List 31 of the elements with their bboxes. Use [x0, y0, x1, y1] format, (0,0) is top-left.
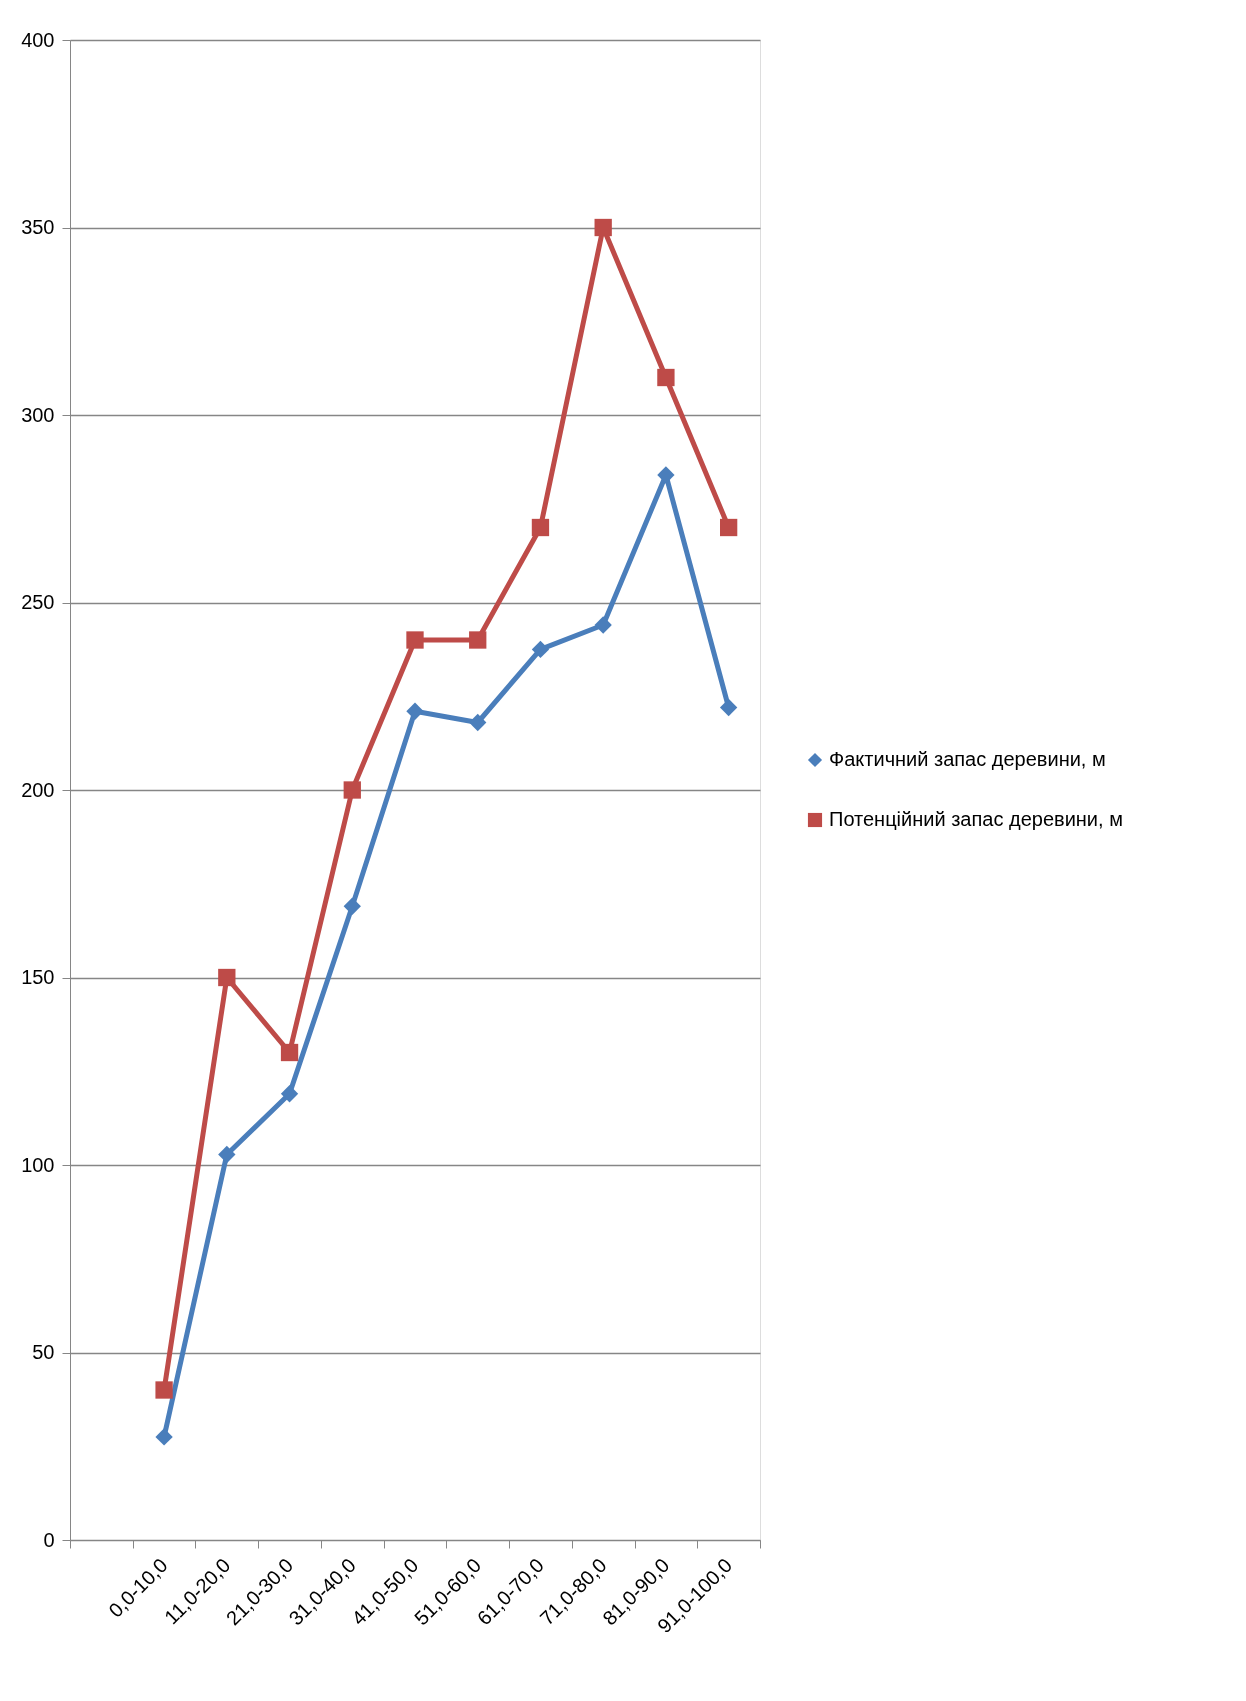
legend-label: Фактичний запас деревини, м — [829, 748, 1106, 770]
point — [218, 1145, 236, 1164]
point — [406, 631, 424, 649]
point — [594, 218, 612, 237]
point — [594, 616, 612, 634]
y-tick-label: 0 — [43, 1528, 55, 1551]
point — [218, 968, 236, 987]
point — [657, 466, 675, 484]
point — [469, 631, 487, 649]
point — [531, 640, 550, 659]
legend-label: Потенційний запас деревини, м — [829, 808, 1123, 830]
point — [155, 1381, 173, 1399]
point — [719, 518, 738, 537]
y-tick-label: 300 — [21, 403, 55, 426]
point — [280, 1085, 299, 1103]
y-tick-label: 350 — [21, 216, 55, 238]
y-tick-label: 50 — [32, 1341, 55, 1363]
y-tick-label: 250 — [21, 591, 55, 613]
point — [280, 1043, 299, 1062]
point — [469, 713, 487, 732]
point — [155, 1428, 173, 1446]
y-tick-label: 400 — [21, 28, 55, 51]
point — [531, 518, 550, 537]
point — [343, 897, 361, 915]
point — [406, 702, 424, 720]
point — [657, 368, 675, 387]
y-tick-label: 200 — [21, 778, 55, 801]
y-tick-label: 150 — [21, 966, 55, 988]
point — [343, 781, 361, 799]
point — [719, 698, 738, 717]
y-tick-label: 100 — [21, 1153, 55, 1176]
